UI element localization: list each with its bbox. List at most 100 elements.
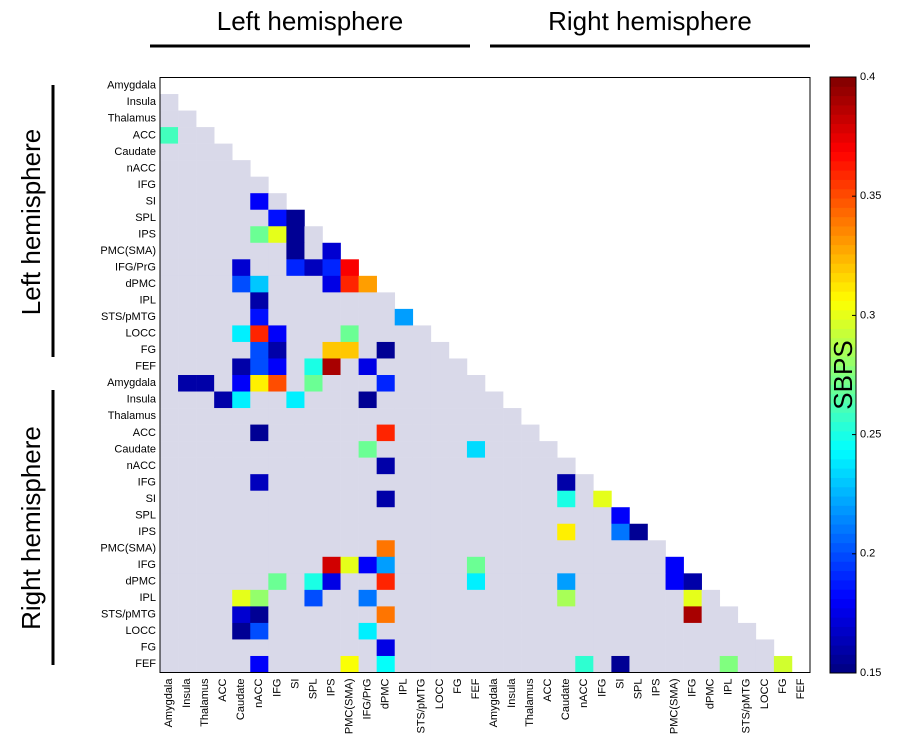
empty-cell bbox=[160, 424, 179, 442]
empty-cell bbox=[178, 143, 197, 161]
empty-cell bbox=[160, 573, 179, 591]
empty-cell bbox=[466, 424, 486, 442]
empty-cell bbox=[322, 424, 341, 442]
empty-cell bbox=[214, 143, 233, 161]
heatmap-cell bbox=[376, 606, 396, 624]
empty-cell bbox=[340, 639, 359, 657]
empty-cell bbox=[647, 589, 666, 607]
heatmap-cell bbox=[394, 308, 414, 326]
y-tick-label: IFG bbox=[138, 559, 156, 571]
colorbar-segment bbox=[830, 114, 856, 125]
empty-cell bbox=[575, 573, 594, 591]
empty-cell bbox=[160, 556, 179, 574]
empty-cell bbox=[430, 424, 450, 442]
empty-cell bbox=[719, 639, 739, 657]
colorbar-segment bbox=[830, 198, 856, 208]
x-tick-label: SI bbox=[614, 679, 626, 689]
empty-cell bbox=[503, 589, 522, 607]
empty-cell bbox=[539, 540, 558, 558]
empty-cell bbox=[394, 408, 414, 425]
heatmap-cell bbox=[250, 474, 269, 491]
empty-cell bbox=[665, 622, 684, 640]
colorbar-segment bbox=[830, 617, 856, 627]
empty-cell bbox=[160, 540, 179, 558]
empty-cell bbox=[503, 606, 522, 624]
empty-cell bbox=[755, 655, 775, 673]
empty-cell bbox=[232, 308, 251, 326]
empty-cell bbox=[160, 457, 179, 475]
plot-frame bbox=[159, 77, 811, 673]
empty-cell bbox=[394, 341, 414, 359]
x-tick-label: IFG bbox=[271, 679, 283, 697]
heatmap-cell bbox=[232, 606, 251, 624]
empty-cell bbox=[376, 441, 396, 458]
empty-cell bbox=[737, 655, 757, 673]
heatmap-cell bbox=[232, 275, 251, 293]
empty-cell bbox=[485, 441, 504, 458]
empty-cell bbox=[358, 573, 377, 591]
y-tick-label: FEF bbox=[135, 361, 156, 373]
colorbar-segment bbox=[830, 645, 856, 655]
empty-cell bbox=[629, 622, 648, 640]
empty-cell bbox=[539, 655, 558, 673]
empty-cell bbox=[430, 573, 450, 591]
empty-cell bbox=[196, 143, 215, 161]
empty-cell bbox=[160, 523, 179, 541]
empty-cell bbox=[160, 226, 179, 244]
empty-cell bbox=[322, 408, 341, 425]
empty-cell bbox=[196, 507, 215, 525]
empty-cell bbox=[394, 589, 414, 607]
empty-cell bbox=[178, 308, 197, 326]
empty-cell bbox=[593, 589, 612, 607]
empty-cell bbox=[286, 589, 305, 607]
y-tick-label: IFG/PrG bbox=[115, 261, 156, 273]
empty-cell bbox=[340, 606, 359, 624]
empty-cell bbox=[214, 540, 233, 558]
empty-cell bbox=[322, 622, 341, 640]
empty-cell bbox=[178, 160, 197, 177]
empty-cell bbox=[503, 556, 522, 574]
colorbar-segment bbox=[830, 496, 856, 506]
empty-cell bbox=[466, 540, 486, 558]
colorbar: 0.15 0.2 0.25 0.3 0.35 0.4 SBPS bbox=[828, 71, 881, 679]
heatmap-cell bbox=[466, 441, 486, 458]
empty-cell bbox=[322, 490, 341, 508]
empty-cell bbox=[683, 655, 702, 673]
empty-cell bbox=[322, 540, 341, 558]
empty-cell bbox=[340, 408, 359, 425]
empty-cell bbox=[521, 622, 540, 640]
empty-cell bbox=[358, 507, 377, 525]
colorbar-tick-label: 0.2 bbox=[860, 548, 875, 560]
empty-cell bbox=[521, 556, 540, 574]
empty-cell bbox=[430, 490, 450, 508]
empty-cell bbox=[232, 457, 251, 475]
heatmap-cell bbox=[268, 341, 287, 359]
empty-cell bbox=[593, 639, 612, 657]
colorbar-segment bbox=[830, 514, 856, 525]
empty-cell bbox=[701, 622, 721, 640]
empty-cell bbox=[322, 589, 341, 607]
empty-cell bbox=[412, 655, 432, 673]
empty-cell bbox=[160, 193, 179, 211]
empty-cell bbox=[665, 655, 684, 673]
x-tick-label: SPL bbox=[632, 679, 644, 700]
empty-cell bbox=[430, 639, 450, 657]
empty-cell bbox=[358, 540, 377, 558]
heatmap-cell bbox=[340, 275, 359, 293]
y-tick-label: IFG bbox=[138, 476, 156, 488]
empty-cell bbox=[448, 540, 468, 558]
empty-cell bbox=[322, 292, 341, 310]
empty-cell bbox=[286, 490, 305, 508]
empty-cell bbox=[394, 573, 414, 591]
colorbar-segment bbox=[830, 440, 856, 450]
empty-cell bbox=[358, 655, 377, 673]
empty-cell bbox=[160, 375, 179, 392]
heatmap-cell bbox=[268, 573, 287, 591]
empty-cell bbox=[340, 292, 359, 310]
empty-cell bbox=[485, 540, 504, 558]
empty-cell bbox=[412, 375, 432, 392]
empty-cell bbox=[304, 474, 323, 491]
heatmap-cell bbox=[250, 589, 269, 607]
colorbar-segment bbox=[830, 151, 856, 162]
empty-cell bbox=[503, 441, 522, 458]
